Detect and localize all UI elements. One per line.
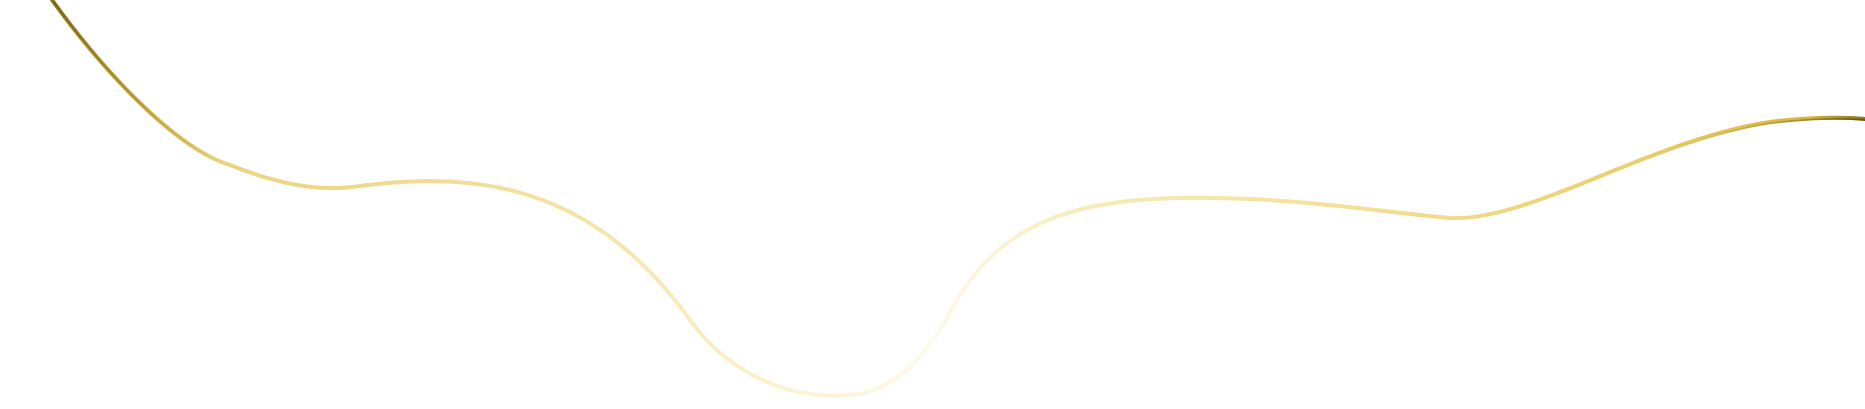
gold-wave-edge [52, 0, 1865, 398]
gold-wave-line [50, 0, 1865, 398]
